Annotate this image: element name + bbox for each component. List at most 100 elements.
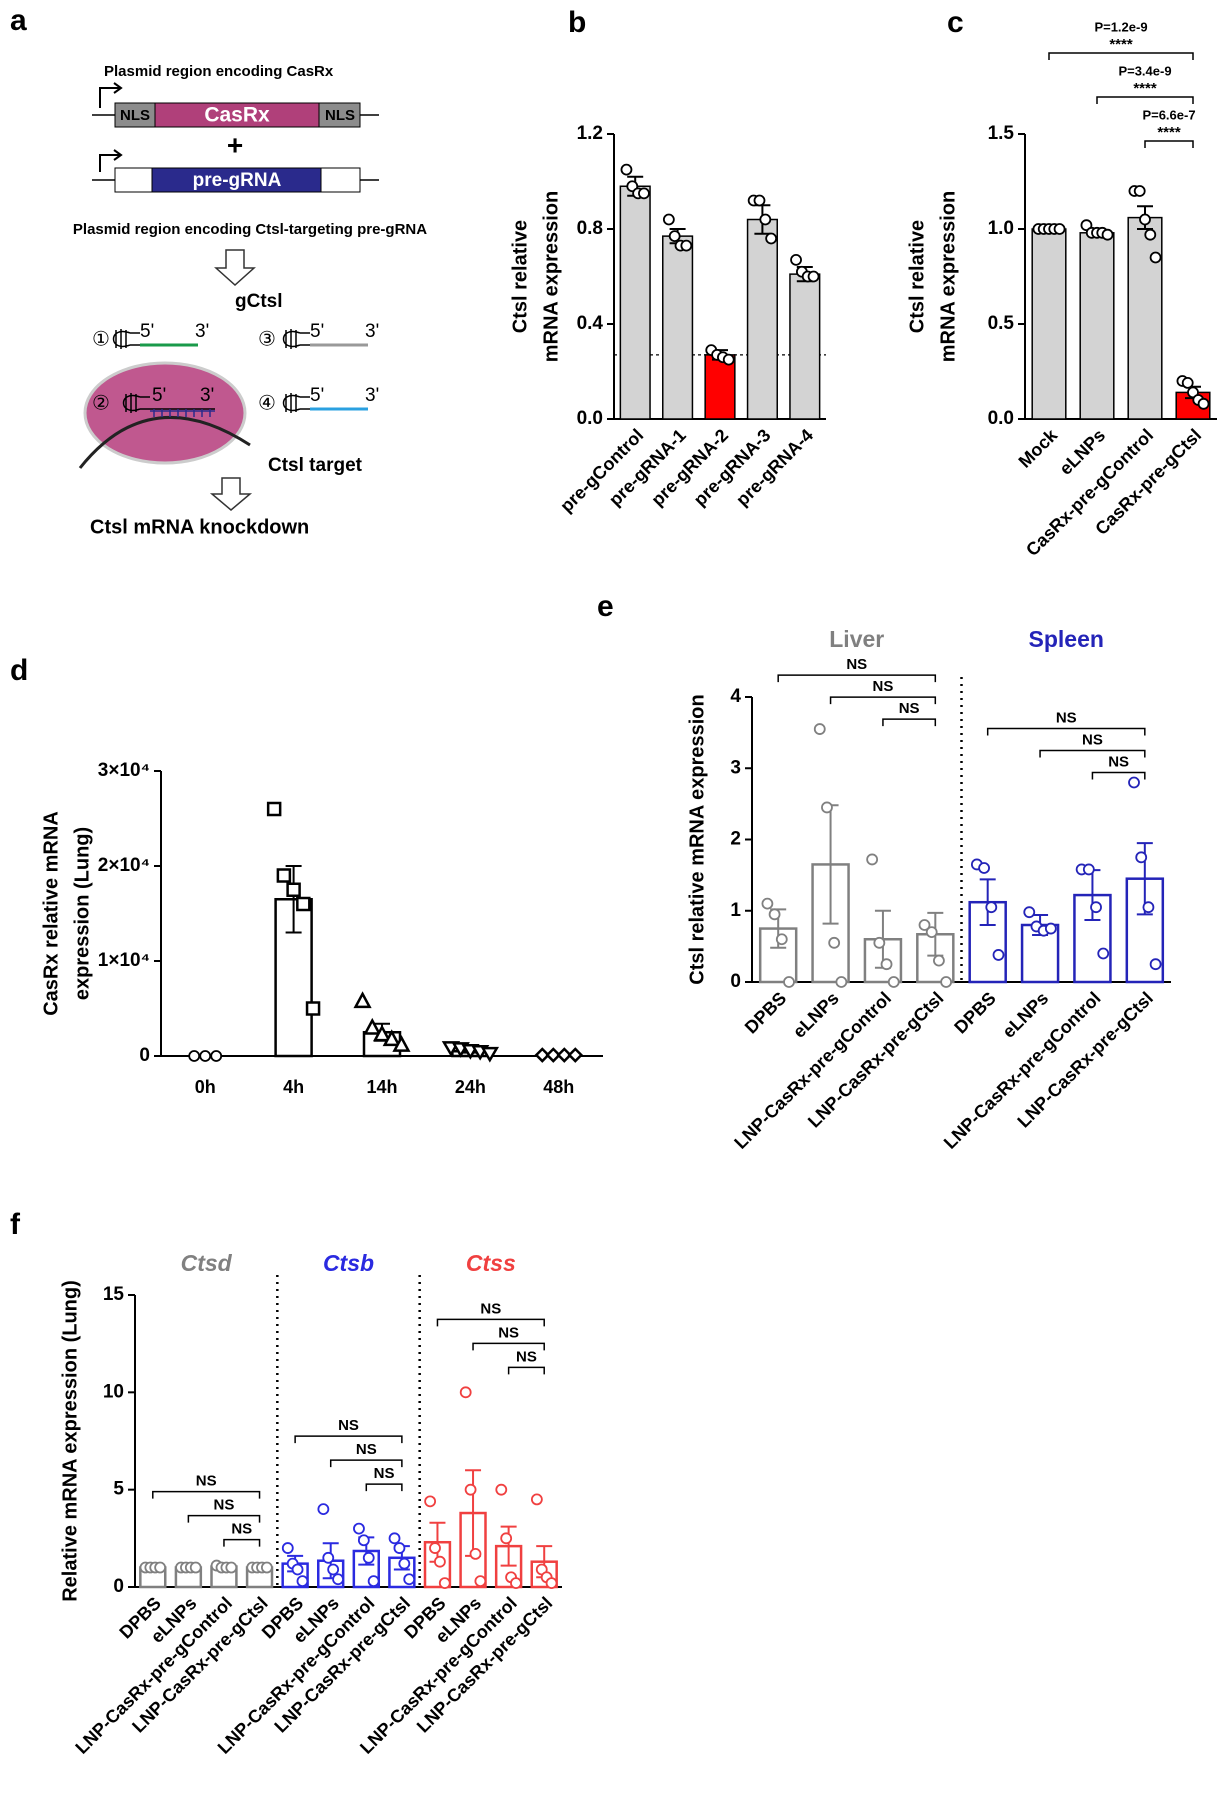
data-point (567, 1047, 584, 1063)
significance-bracket (223, 1538, 261, 1547)
nls-label: NLS (325, 107, 355, 124)
data-point (1090, 901, 1102, 914)
data-point (662, 213, 675, 226)
data-point (978, 862, 990, 874)
data-point (372, 1024, 392, 1042)
guide-1: ① 5' 3' (92, 321, 209, 350)
y-tick-label: 0.8 (577, 218, 603, 239)
data-point (393, 1542, 406, 1554)
significance-bracket (472, 1342, 545, 1351)
p-value: P=1.2e-9 (1094, 19, 1147, 34)
data-point (276, 868, 292, 883)
bar (1127, 216, 1163, 420)
data-point (761, 897, 774, 910)
data-point (353, 1522, 365, 1535)
y-tick-label: 15 (103, 1284, 125, 1305)
group-title: Ctsb (323, 1250, 374, 1276)
significance-label: NS (338, 1417, 359, 1434)
x-tick-label: 24h (455, 1077, 486, 1097)
data-point (813, 723, 826, 735)
guide-number: ① (92, 328, 110, 350)
data-point (398, 1557, 411, 1570)
three-prime: 3' (195, 321, 209, 342)
data-point (322, 1551, 335, 1564)
y-tick-label: 0.0 (988, 408, 1014, 429)
error-bar (979, 878, 996, 926)
data-point (759, 213, 772, 226)
significance-bracket (882, 718, 937, 727)
data-point (438, 1577, 451, 1590)
data-point (768, 908, 781, 921)
three-prime: 3' (365, 321, 379, 342)
bar (968, 900, 1007, 984)
y-tick-label: 1.2 (577, 123, 603, 144)
y-tick-label: 0 (730, 971, 741, 992)
data-point (459, 1386, 472, 1399)
hairpin (282, 329, 310, 349)
data-point (266, 801, 282, 817)
bar (789, 273, 821, 420)
y-tick-label: 4 (730, 686, 741, 707)
significance-label: NS (231, 1521, 252, 1538)
data-point (556, 1047, 573, 1063)
data-point (783, 976, 795, 988)
data-point (1044, 922, 1057, 935)
data-point (286, 882, 301, 897)
significance-label: NS (498, 1324, 519, 1341)
data-point (545, 1577, 558, 1590)
data-point (880, 958, 893, 971)
hairpin (122, 393, 215, 413)
data-point (327, 1563, 340, 1576)
significance-bracket (1144, 140, 1194, 148)
data-point (1133, 185, 1146, 197)
significance-bracket (777, 674, 937, 683)
significance-label: NS (480, 1300, 501, 1317)
guide-4: ④ 5' 3' (258, 385, 379, 414)
data-point (807, 270, 820, 283)
data-point (940, 976, 953, 988)
data-point (353, 991, 372, 1009)
data-point (332, 1573, 344, 1586)
y-tick-label: 1.5 (988, 123, 1015, 144)
data-point (753, 194, 766, 207)
three-prime: 3' (200, 385, 214, 406)
x-tick-label: 48h (543, 1077, 574, 1097)
significance-stars: **** (1157, 124, 1181, 141)
group-title: Spleen (1029, 626, 1104, 652)
data-point (1097, 947, 1110, 960)
down-arrow (214, 249, 256, 287)
group-title: Ctss (466, 1250, 516, 1276)
promoter-arrow (99, 82, 123, 108)
three-prime: 3' (365, 385, 379, 406)
data-point (317, 1503, 330, 1516)
guide-3: ③ 5' 3' (258, 321, 379, 350)
significance-bracket (436, 1318, 545, 1327)
data-point (828, 936, 841, 949)
y-axis-label: Ctsl relative (509, 220, 531, 333)
data-point (305, 1001, 321, 1016)
data-point (1142, 901, 1155, 914)
casrx-box (154, 102, 320, 128)
bar (1079, 232, 1115, 420)
data-point (474, 1575, 487, 1588)
y-axis-label: Ctsl relative mRNA expression (686, 694, 708, 984)
data-point (530, 1493, 543, 1506)
x-tick-label: 0h (195, 1077, 216, 1097)
significance-label: NS (1056, 709, 1077, 726)
data-point (918, 919, 931, 931)
data-point (367, 1575, 380, 1588)
significance-bracket (507, 1366, 545, 1375)
guide-number: ② (92, 392, 110, 414)
significance-bracket (1039, 749, 1146, 758)
diagram: a Plasmid region encoding CasRx NLS CasR… (10, 4, 427, 538)
data-point (382, 1029, 401, 1047)
data-point (464, 1483, 477, 1496)
y-tick-label: 2 (730, 829, 741, 850)
nls-label: NLS (120, 107, 150, 124)
group-title: Liver (829, 626, 884, 652)
data-point (188, 1050, 201, 1062)
significance-bracket (187, 1514, 261, 1523)
data-point (638, 187, 650, 200)
bar (619, 185, 651, 420)
